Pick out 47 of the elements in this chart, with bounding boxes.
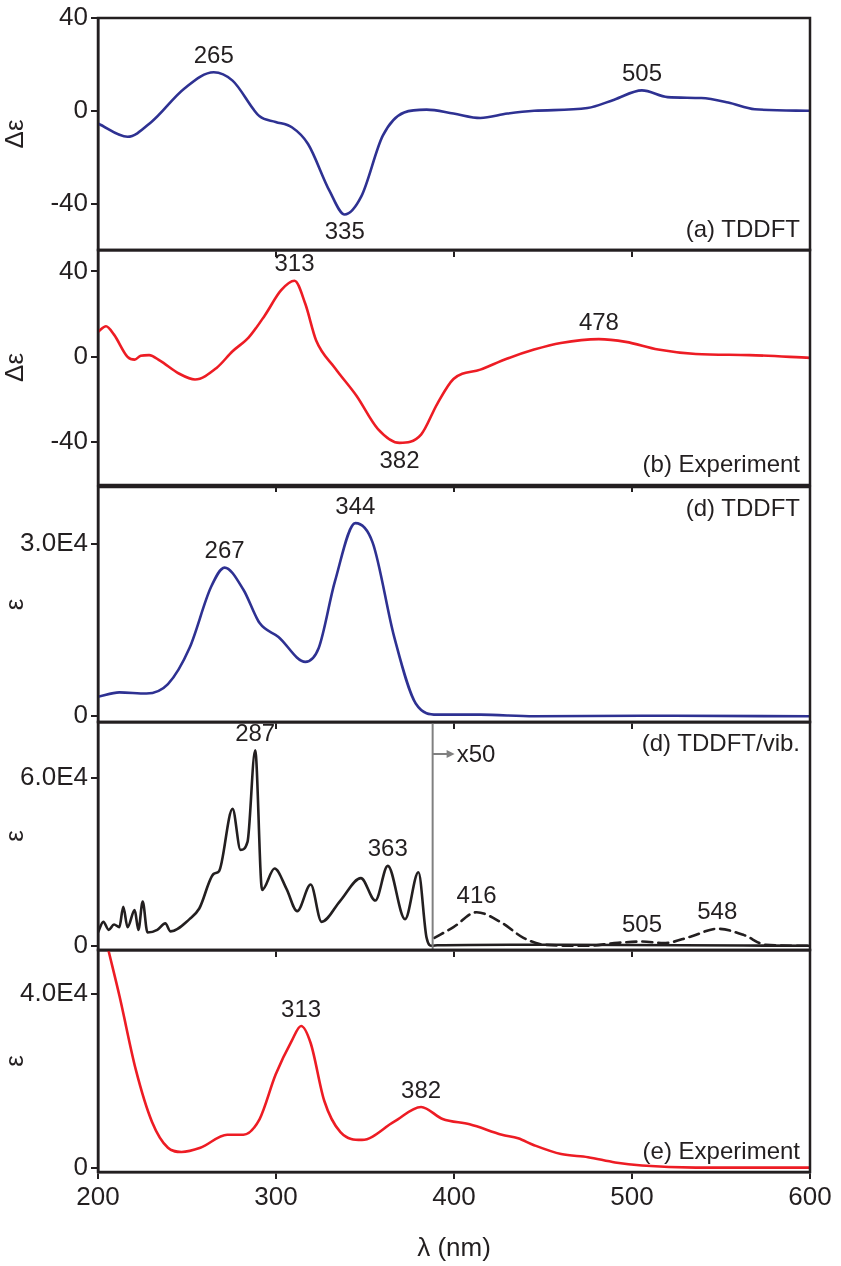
y-tick-label: -40 (50, 425, 88, 456)
y-axis-title: ε (0, 829, 29, 842)
y-tick-label: 4.0E4 (20, 976, 88, 1007)
annotation: 313 (281, 994, 322, 1022)
annotation: 313 (274, 249, 315, 277)
y-tick-label: 0 (73, 928, 88, 959)
line-series (107, 950, 810, 1169)
x-axis-title: λ (nm) (417, 1231, 491, 1262)
line-series (98, 521, 810, 718)
annotation: 382 (401, 1075, 442, 1103)
annotation: 335 (324, 217, 365, 245)
ref-line-label: x50 (456, 739, 496, 767)
annotation: 505 (621, 59, 662, 87)
annotation: 267 (204, 536, 245, 564)
annotation: 505 (621, 910, 662, 938)
x-tick-label: 300 (254, 1180, 298, 1211)
line-series (98, 279, 810, 445)
annotation: (e) Experiment (642, 1136, 801, 1164)
x-tick-label: 200 (76, 1180, 120, 1211)
y-tick-label: 40 (59, 1, 88, 32)
annotation: 363 (367, 834, 408, 862)
annotation: 382 (379, 445, 420, 473)
y-tick-label: 0 (73, 1150, 88, 1181)
y-tick-label: -40 (50, 186, 88, 217)
annotation: (a) TDDFT (685, 214, 801, 242)
y-axis-title: Δε (0, 119, 29, 149)
y-tick-label: 0 (73, 93, 88, 124)
y-tick-label: 3.0E4 (20, 527, 88, 558)
y-tick-label: 0 (73, 339, 88, 370)
x-tick-label: 600 (788, 1180, 832, 1211)
y-tick-label: 6.0E4 (20, 761, 88, 792)
x-tick-label: 500 (610, 1180, 654, 1211)
annotation: 287 (235, 718, 276, 746)
annotation: (d) TDDFT (685, 493, 801, 521)
annotation: (b) Experiment (642, 449, 801, 477)
annotation: 416 (456, 880, 497, 908)
y-axis-title: ε (0, 598, 29, 611)
y-axis-title: Δε (0, 352, 29, 382)
x-tick-label: 400 (432, 1180, 476, 1211)
annotation: 548 (697, 897, 738, 925)
annotation: 478 (578, 307, 619, 335)
annotation: (d) TDDFT/vib. (641, 728, 800, 756)
annotation: 344 (335, 491, 376, 519)
annotation: 265 (193, 40, 234, 68)
y-tick-label: 40 (59, 254, 88, 285)
y-tick-label: 0 (73, 699, 88, 730)
y-axis-title: ε (0, 1054, 29, 1067)
